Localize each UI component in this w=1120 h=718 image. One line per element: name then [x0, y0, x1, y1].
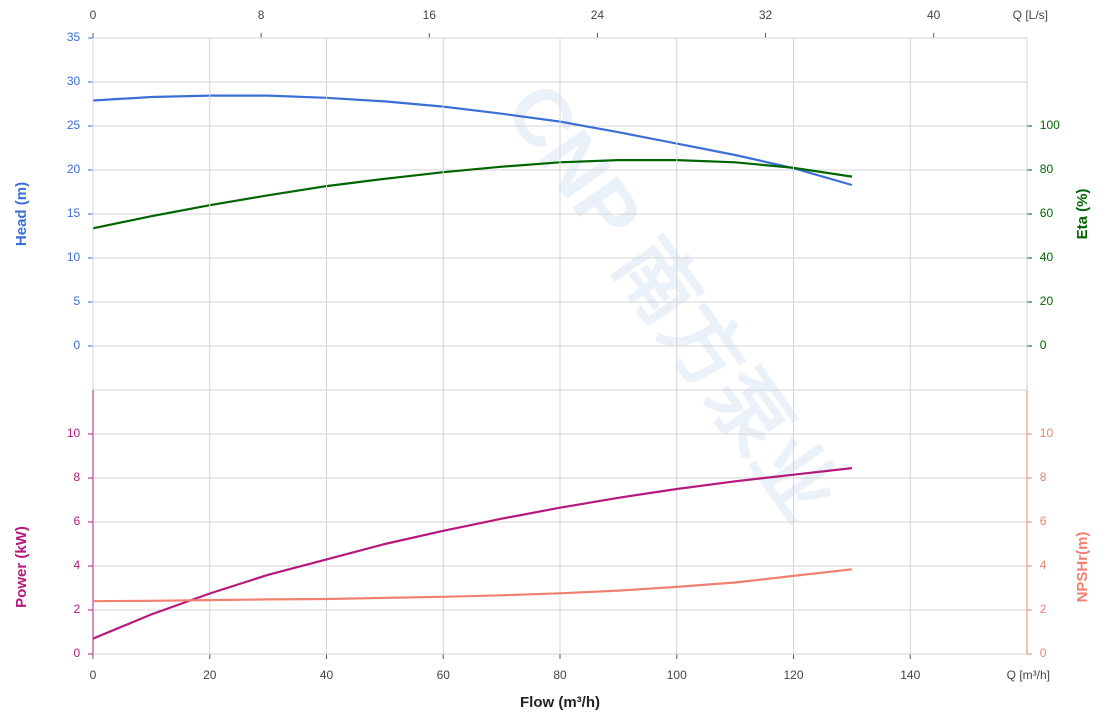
y-tick-label: 35	[67, 30, 81, 44]
x-tick-label: 0	[90, 668, 97, 682]
x-tick-label: 140	[900, 668, 920, 682]
x2-tick-label: 32	[759, 8, 773, 22]
x-tick-label: 100	[667, 668, 687, 682]
series-line	[92, 159, 853, 230]
y-tick-label: 8	[74, 470, 81, 484]
x-tick-label: 120	[783, 668, 803, 682]
y2-tick-label: 4	[1040, 558, 1047, 572]
series-line	[92, 568, 853, 603]
x2-tick-label: 40	[927, 8, 941, 22]
y-tick-label: 5	[74, 294, 81, 308]
y2-tick-label: 8	[1040, 470, 1047, 484]
y-tick-label: 0	[74, 338, 81, 352]
y-tick-label: 15	[67, 206, 81, 220]
y-tick-label: 0	[74, 646, 81, 660]
y-axis-label: Head (m)	[13, 182, 30, 246]
x2-tick-label: 0	[90, 8, 97, 22]
y-axis-label: Power (kW)	[13, 526, 30, 608]
x-axis-label: Flow (m³/h)	[520, 694, 600, 711]
series-line	[92, 467, 853, 640]
y2-axis-label: NPSHr(m)	[1074, 532, 1091, 603]
x-tick-label: 20	[203, 668, 217, 682]
x-tick-label: 40	[320, 668, 334, 682]
y2-tick-label: 10	[1040, 426, 1054, 440]
y-tick-label: 2	[74, 602, 81, 616]
y-tick-label: 10	[67, 250, 81, 264]
y-tick-label: 20	[67, 162, 81, 176]
y2-tick-label: 0	[1040, 646, 1047, 660]
x-unit: Q [m³/h]	[1007, 668, 1050, 682]
y2-tick-label: 6	[1040, 514, 1047, 528]
y-tick-label: 10	[67, 426, 81, 440]
y-tick-label: 25	[67, 118, 81, 132]
x-tick-label: 80	[553, 668, 567, 682]
x2-tick-label: 24	[591, 8, 605, 22]
y2-tick-label: 80	[1040, 162, 1054, 176]
y2-tick-label: 0	[1040, 338, 1047, 352]
x2-tick-label: 16	[423, 8, 437, 22]
y-tick-label: 30	[67, 74, 81, 88]
y2-tick-label: 60	[1040, 206, 1054, 220]
y-tick-label: 4	[74, 558, 81, 572]
x2-tick-label: 8	[258, 8, 265, 22]
series-line	[92, 94, 853, 187]
x2-unit: Q [L/s]	[1013, 8, 1048, 22]
y2-tick-label: 2	[1040, 602, 1047, 616]
y2-tick-label: 100	[1040, 118, 1060, 132]
y2-tick-label: 40	[1040, 250, 1054, 264]
y-tick-label: 6	[74, 514, 81, 528]
y2-tick-label: 20	[1040, 294, 1054, 308]
y2-axis-label: Eta (%)	[1074, 189, 1091, 240]
x-tick-label: 60	[437, 668, 451, 682]
